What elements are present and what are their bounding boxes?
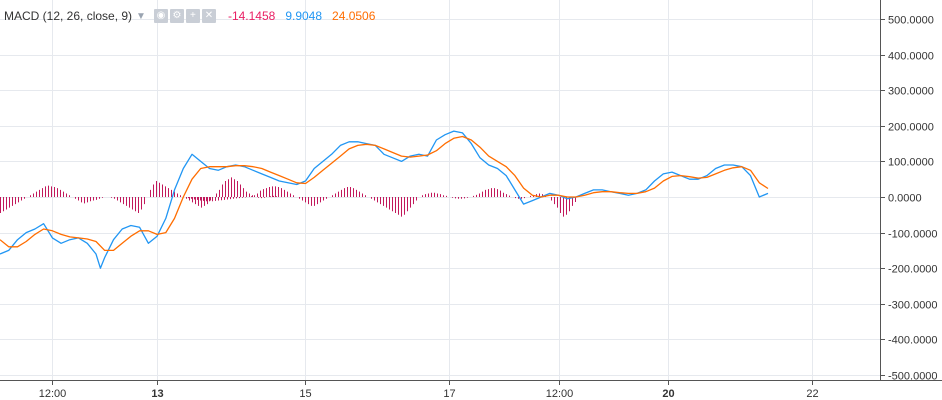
histogram-value: -14.1458 xyxy=(227,9,276,23)
price-tick-label: 0.0000 xyxy=(888,193,922,205)
time-tick-label: 20 xyxy=(662,388,674,400)
close-icon[interactable]: ✕ xyxy=(201,9,216,23)
price-tick-label: -100.0000 xyxy=(888,229,938,241)
macd-value: 9.9048 xyxy=(285,9,323,23)
series-lines xyxy=(0,130,769,269)
eye-icon[interactable]: ◉ xyxy=(153,9,168,23)
indicator-title: MACD (12, 26, close, 9) xyxy=(4,9,133,23)
price-axis[interactable]: 500.0000 400.0000 300.0000 200.0000 100.0000… xyxy=(880,15,938,383)
indicator-legend[interactable]: MACD (12, 26, close, 9) ▼ ◉ ⚙ + ✕ -14.14… xyxy=(4,7,375,25)
signal-value: 24.0506 xyxy=(332,9,376,23)
time-tick-label: 13 xyxy=(151,388,163,400)
plus-icon[interactable]: + xyxy=(185,9,200,23)
price-tick-label: 500.0000 xyxy=(888,15,934,27)
price-tick-label: -300.0000 xyxy=(888,300,938,312)
time-tick-label: 15 xyxy=(299,388,311,400)
gear-icon[interactable]: ⚙ xyxy=(169,9,184,23)
price-tick-label: -200.0000 xyxy=(888,264,938,276)
time-tick-label: 12:00 xyxy=(546,388,574,400)
chevron-down-icon[interactable]: ▼ xyxy=(136,10,146,22)
price-tick-label: -500.0000 xyxy=(888,371,938,383)
time-tick-label: 12:00 xyxy=(39,388,67,400)
time-axis[interactable]: 12:00 13 15 17 12:00 20 22 xyxy=(39,380,819,400)
grid-lines xyxy=(0,0,880,380)
time-tick-label: 17 xyxy=(443,388,455,400)
time-tick-label: 22 xyxy=(806,388,818,400)
signal-line xyxy=(0,135,769,252)
price-tick-label: 300.0000 xyxy=(888,86,934,98)
histogram-bars xyxy=(0,177,576,217)
price-tick-label: 400.0000 xyxy=(888,51,934,63)
price-tick-label: -400.0000 xyxy=(888,335,938,347)
price-tick-label: 100.0000 xyxy=(888,157,934,169)
plot-background xyxy=(0,0,880,380)
price-tick-label: 200.0000 xyxy=(888,122,934,134)
